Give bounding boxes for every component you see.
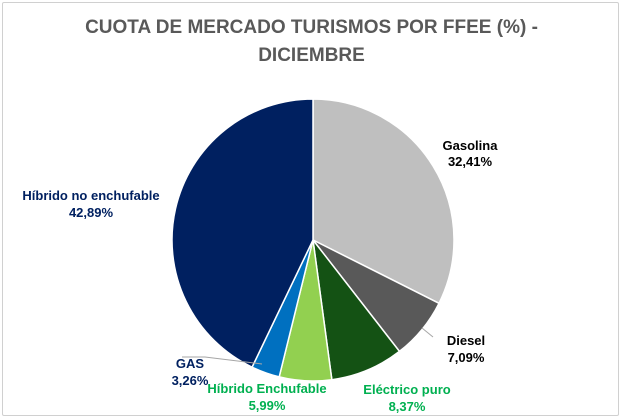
label-gas-name: GAS [176, 356, 205, 371]
leader-line-gas [182, 356, 263, 365]
chart-title: CUOTA DE MERCADO TURISMOS POR FFEE (%) -… [0, 14, 623, 70]
leader-line-diesel [421, 327, 434, 338]
pie-slice-hibrido-no-enchufable [171, 98, 314, 369]
chart-title-line-2: DICIEMBRE [258, 45, 365, 66]
chart-title-line-1: CUOTA DE MERCADO TURISMOS POR FFEE (%) - [85, 17, 538, 38]
label-gasolina-value: 32,41% [448, 154, 493, 169]
label-gas-value: 3,26% [172, 373, 209, 388]
label-diesel-name: Diesel [447, 333, 485, 348]
label-hibrido-no-enchufable-name: Híbrido no enchufable [22, 188, 159, 203]
label-diesel-value: 7,09% [448, 350, 485, 365]
label-hibrido-no-enchufable-value: 42,89% [69, 205, 114, 220]
leader-lines [182, 327, 434, 365]
label-electrico-name: Eléctrico puro [363, 382, 450, 397]
label-electrico-value: 8,37% [389, 399, 426, 414]
label-hibrido-enchufable-name: Híbrido Enchufable [207, 381, 326, 396]
pie-slice-gasolina [312, 98, 455, 305]
label-hibrido-enchufable-value: 5,99% [249, 398, 286, 413]
label-gasolina-name: Gasolina [443, 138, 499, 153]
pie-slices [171, 98, 455, 382]
